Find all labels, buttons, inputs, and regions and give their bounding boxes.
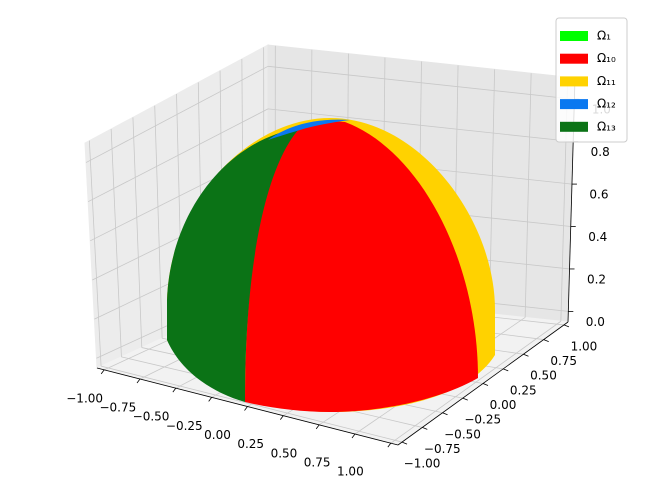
legend-label: Ω₁₃: [597, 119, 616, 133]
y-tick-label: −1.00: [404, 457, 441, 471]
x-tick: [172, 387, 177, 393]
y-tick: [482, 383, 489, 386]
y-tick: [442, 412, 448, 416]
x-tick: [208, 397, 212, 402]
z-tick-label: 0.8: [591, 145, 610, 159]
x-tick-label: −0.25: [166, 419, 203, 433]
x-tick-label: 1.00: [337, 465, 364, 479]
legend-swatch: [560, 76, 588, 87]
x-tick: [315, 424, 320, 430]
legend-swatch: [560, 121, 588, 132]
legend-label: Ω₁₀: [597, 51, 616, 65]
x-tick-label: 0.25: [237, 437, 264, 451]
axes: −1.00−0.75−0.50−0.250.000.250.500.751.00…: [66, 77, 611, 479]
x-tick: [351, 433, 356, 439]
y-tick: [563, 324, 570, 328]
legend-label: Ω₁₂: [597, 97, 616, 111]
legend: Ω₁ Ω₁₀ Ω₁₁ Ω₁₂ Ω₁₃: [555, 17, 628, 143]
y-tick-label: 1.00: [571, 339, 598, 353]
x-tick-label: −0.75: [99, 401, 136, 415]
y-tick-label: −0.50: [444, 427, 481, 441]
x-tick-label: 0.50: [271, 446, 298, 460]
region-omega-10: [245, 121, 478, 412]
legend-label: Ω₁₁: [597, 74, 616, 88]
y-tick: [523, 353, 529, 357]
x-tick: [100, 369, 105, 375]
y-tick: [503, 368, 509, 372]
x-tick: [280, 415, 284, 420]
legend-swatch: [560, 99, 588, 110]
x-tick: [387, 442, 392, 448]
x-tick-label: −0.50: [133, 410, 170, 424]
x-tick: [136, 378, 141, 384]
legend-swatch: [560, 31, 588, 41]
y-tick-label: −0.75: [424, 442, 461, 456]
z-tick-label: 0.6: [589, 188, 608, 202]
z-tick-label: 0.2: [587, 272, 606, 286]
grid-line: [524, 73, 532, 318]
y-tick: [462, 397, 468, 401]
y-tick: [401, 441, 408, 445]
z-tick-label: 0.0: [586, 315, 605, 329]
grid-line: [267, 108, 574, 143]
y-tick: [543, 339, 549, 342]
grid-line: [87, 108, 269, 203]
grid-line: [100, 365, 403, 443]
legend-frame: [555, 17, 628, 143]
hemisphere: [167, 118, 495, 412]
grid-line: [154, 105, 163, 339]
x-tick: [244, 406, 248, 411]
y-tick-label: 0.75: [550, 354, 577, 368]
grid-line: [88, 140, 102, 367]
y-tick: [422, 427, 428, 430]
legend-swatch: [560, 53, 588, 64]
grid-line: [110, 128, 122, 357]
x-tick-label: 0.75: [304, 456, 331, 470]
x-tick-label: 0.00: [204, 428, 231, 442]
y-tick-label: 0.25: [510, 383, 537, 397]
x-tick-label: −1.00: [66, 391, 103, 405]
grid-line: [85, 65, 269, 163]
grid-line: [132, 117, 143, 348]
legend-label: Ω₁: [597, 29, 611, 43]
region-omega-12: [268, 119, 350, 140]
y-tick-label: 0.50: [530, 369, 557, 383]
y-tick-label: 0.00: [490, 398, 517, 412]
region-omega-13: [167, 128, 300, 402]
z-tick-label: 0.4: [588, 230, 607, 244]
grid-line: [267, 65, 575, 100]
y-tick-label: −0.25: [464, 413, 501, 427]
